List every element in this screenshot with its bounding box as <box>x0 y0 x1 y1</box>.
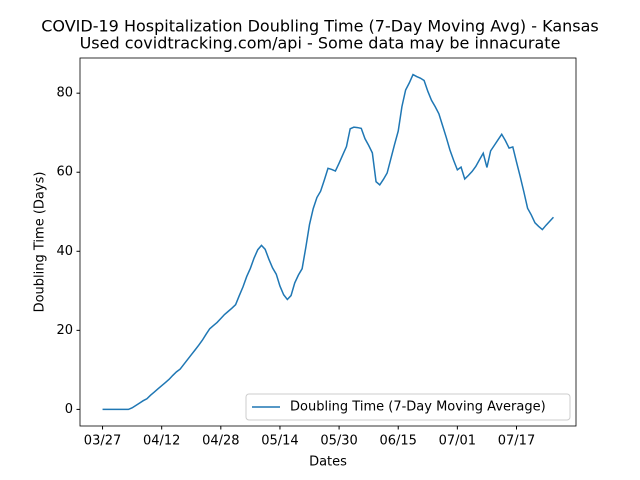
x-tick-label: 04/12 <box>143 434 180 449</box>
y-tick-label: 0 <box>65 402 73 417</box>
x-tick-label: 03/27 <box>84 434 121 449</box>
x-tick-label: 05/30 <box>320 434 357 449</box>
y-tick-label: 80 <box>56 86 73 101</box>
x-tick-label: 05/14 <box>261 434 298 449</box>
y-tick-label: 20 <box>56 323 73 338</box>
x-tick-label: 06/15 <box>379 434 416 449</box>
chart-subtitle: Used covidtracking.com/api - Some data m… <box>80 34 561 53</box>
y-tick-label: 40 <box>56 244 73 259</box>
data-line <box>102 73 554 411</box>
legend-label: Doubling Time (7-Day Moving Average) <box>290 400 546 415</box>
x-tick-label: 07/17 <box>498 434 535 449</box>
y-axis-label: Doubling Time (Days) <box>33 172 48 313</box>
plot-frame <box>79 57 577 427</box>
chart-title: COVID-19 Hospitalization Doubling Time (… <box>41 17 599 36</box>
legend-box <box>245 393 571 421</box>
x-tick-label: 07/01 <box>439 434 476 449</box>
x-axis-label: Dates <box>309 455 347 470</box>
x-tick-label: 04/28 <box>202 434 239 449</box>
y-tick-label: 60 <box>56 165 73 180</box>
